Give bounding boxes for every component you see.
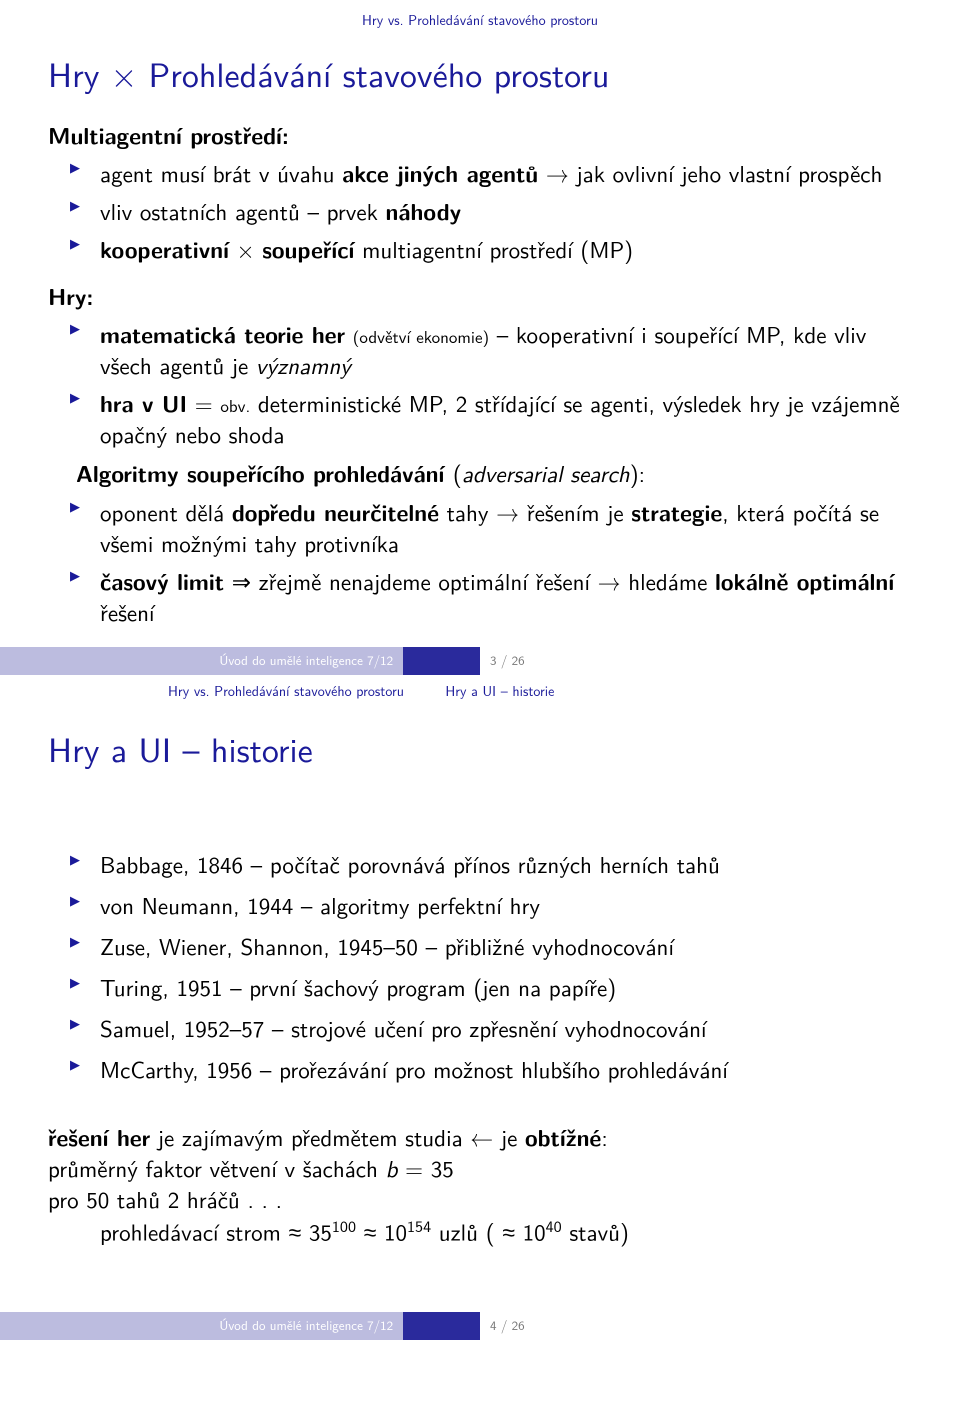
footer-left: Úvod do umělé inteligence 7/12 [0, 647, 403, 675]
footer-left: Úvod do umělé inteligence 7/12 [0, 1312, 403, 1340]
heading-hry: Hry: [48, 279, 912, 312]
bottom-line: řešení her je zajímavým předmětem studia… [48, 1121, 912, 1153]
list-item: Samuel, 1952–57 – strojové učení pro zpř… [100, 1013, 912, 1044]
list-item: McCarthy, 1956 – prořezávání pro možnost… [100, 1054, 912, 1085]
list-item: agent musí brát v úvahu akce jiných agen… [100, 157, 912, 189]
bottom-line: průměrný faktor větvení v šachách b = 35 [48, 1153, 912, 1184]
page: Hry vs. Prohledávání stavového prostoru … [0, 10, 960, 1340]
footer-page: 3 / 26 [480, 647, 525, 675]
list-item: kooperativní × soupeřící multiagentní pr… [100, 233, 912, 265]
heading-multiagent: Multiagentní prostředí: [48, 118, 912, 151]
bottom-line: prohledávací strom ≈ 35100 ≈ 10154 uzlů … [48, 1215, 912, 1248]
list-item: časový limit ⇒ zřejmě nenajdeme optimáln… [100, 565, 912, 628]
list-item: Turing, 1951 – první šachový program (je… [100, 972, 912, 1003]
list-algo: oponent dělá dopředu neurčitelné tahy → … [48, 496, 912, 628]
breadcrumb-mid: Hry vs. Prohledávání stavového prostoru … [0, 681, 960, 701]
list-multiagent: agent musí brát v úvahu akce jiných agen… [48, 157, 912, 265]
list-item: vliv ostatních agentů – prvek náhody [100, 195, 912, 227]
footer-page: 4 / 26 [480, 1312, 525, 1340]
list-item: hra v UI = obv. deterministické MP, 2 st… [100, 387, 912, 450]
bottom-line: pro 50 tahů 2 hráčů . . . [48, 1184, 912, 1215]
footer-bar-2: Úvod do umělé inteligence 7/12 4 / 26 [0, 1312, 960, 1340]
crumb-left: Hry vs. Prohledávání stavového prostoru [168, 681, 404, 701]
list-item: Zuse, Wiener, Shannon, 1945–50 – přibliž… [100, 931, 912, 962]
heading-algo: Algoritmy soupeřícího prohledávání (adve… [76, 456, 912, 490]
crumb-right: Hry a UI – historie [445, 681, 554, 701]
slide-title-2: Hry a UI – historie [48, 723, 912, 773]
list-history: Babbage, 1846 – počítač porovnává přínos… [48, 849, 912, 1085]
slide-4: Hry a UI – historie Babbage, 1846 – počí… [0, 723, 960, 1294]
footer-bar-1: Úvod do umělé inteligence 7/12 3 / 26 [0, 647, 960, 675]
slide-title-1: Hry × Prohledávání stavového prostoru [48, 48, 912, 98]
list-item: oponent dělá dopředu neurčitelné tahy → … [100, 496, 912, 559]
list-hry: matematická teorie her (odvětví ekonomie… [48, 318, 912, 450]
slide-3: Hry vs. Prohledávání stavového prostoru … [0, 10, 960, 629]
list-item: von Neumann, 1944 – algoritmy perfektní … [100, 890, 912, 921]
list-item: Babbage, 1846 – počítač porovnává přínos… [100, 849, 912, 880]
breadcrumb-top: Hry vs. Prohledávání stavového prostoru [48, 10, 912, 30]
list-item: matematická teorie her (odvětví ekonomie… [100, 318, 912, 381]
bottom-block: řešení her je zajímavým předmětem studia… [48, 1121, 912, 1248]
